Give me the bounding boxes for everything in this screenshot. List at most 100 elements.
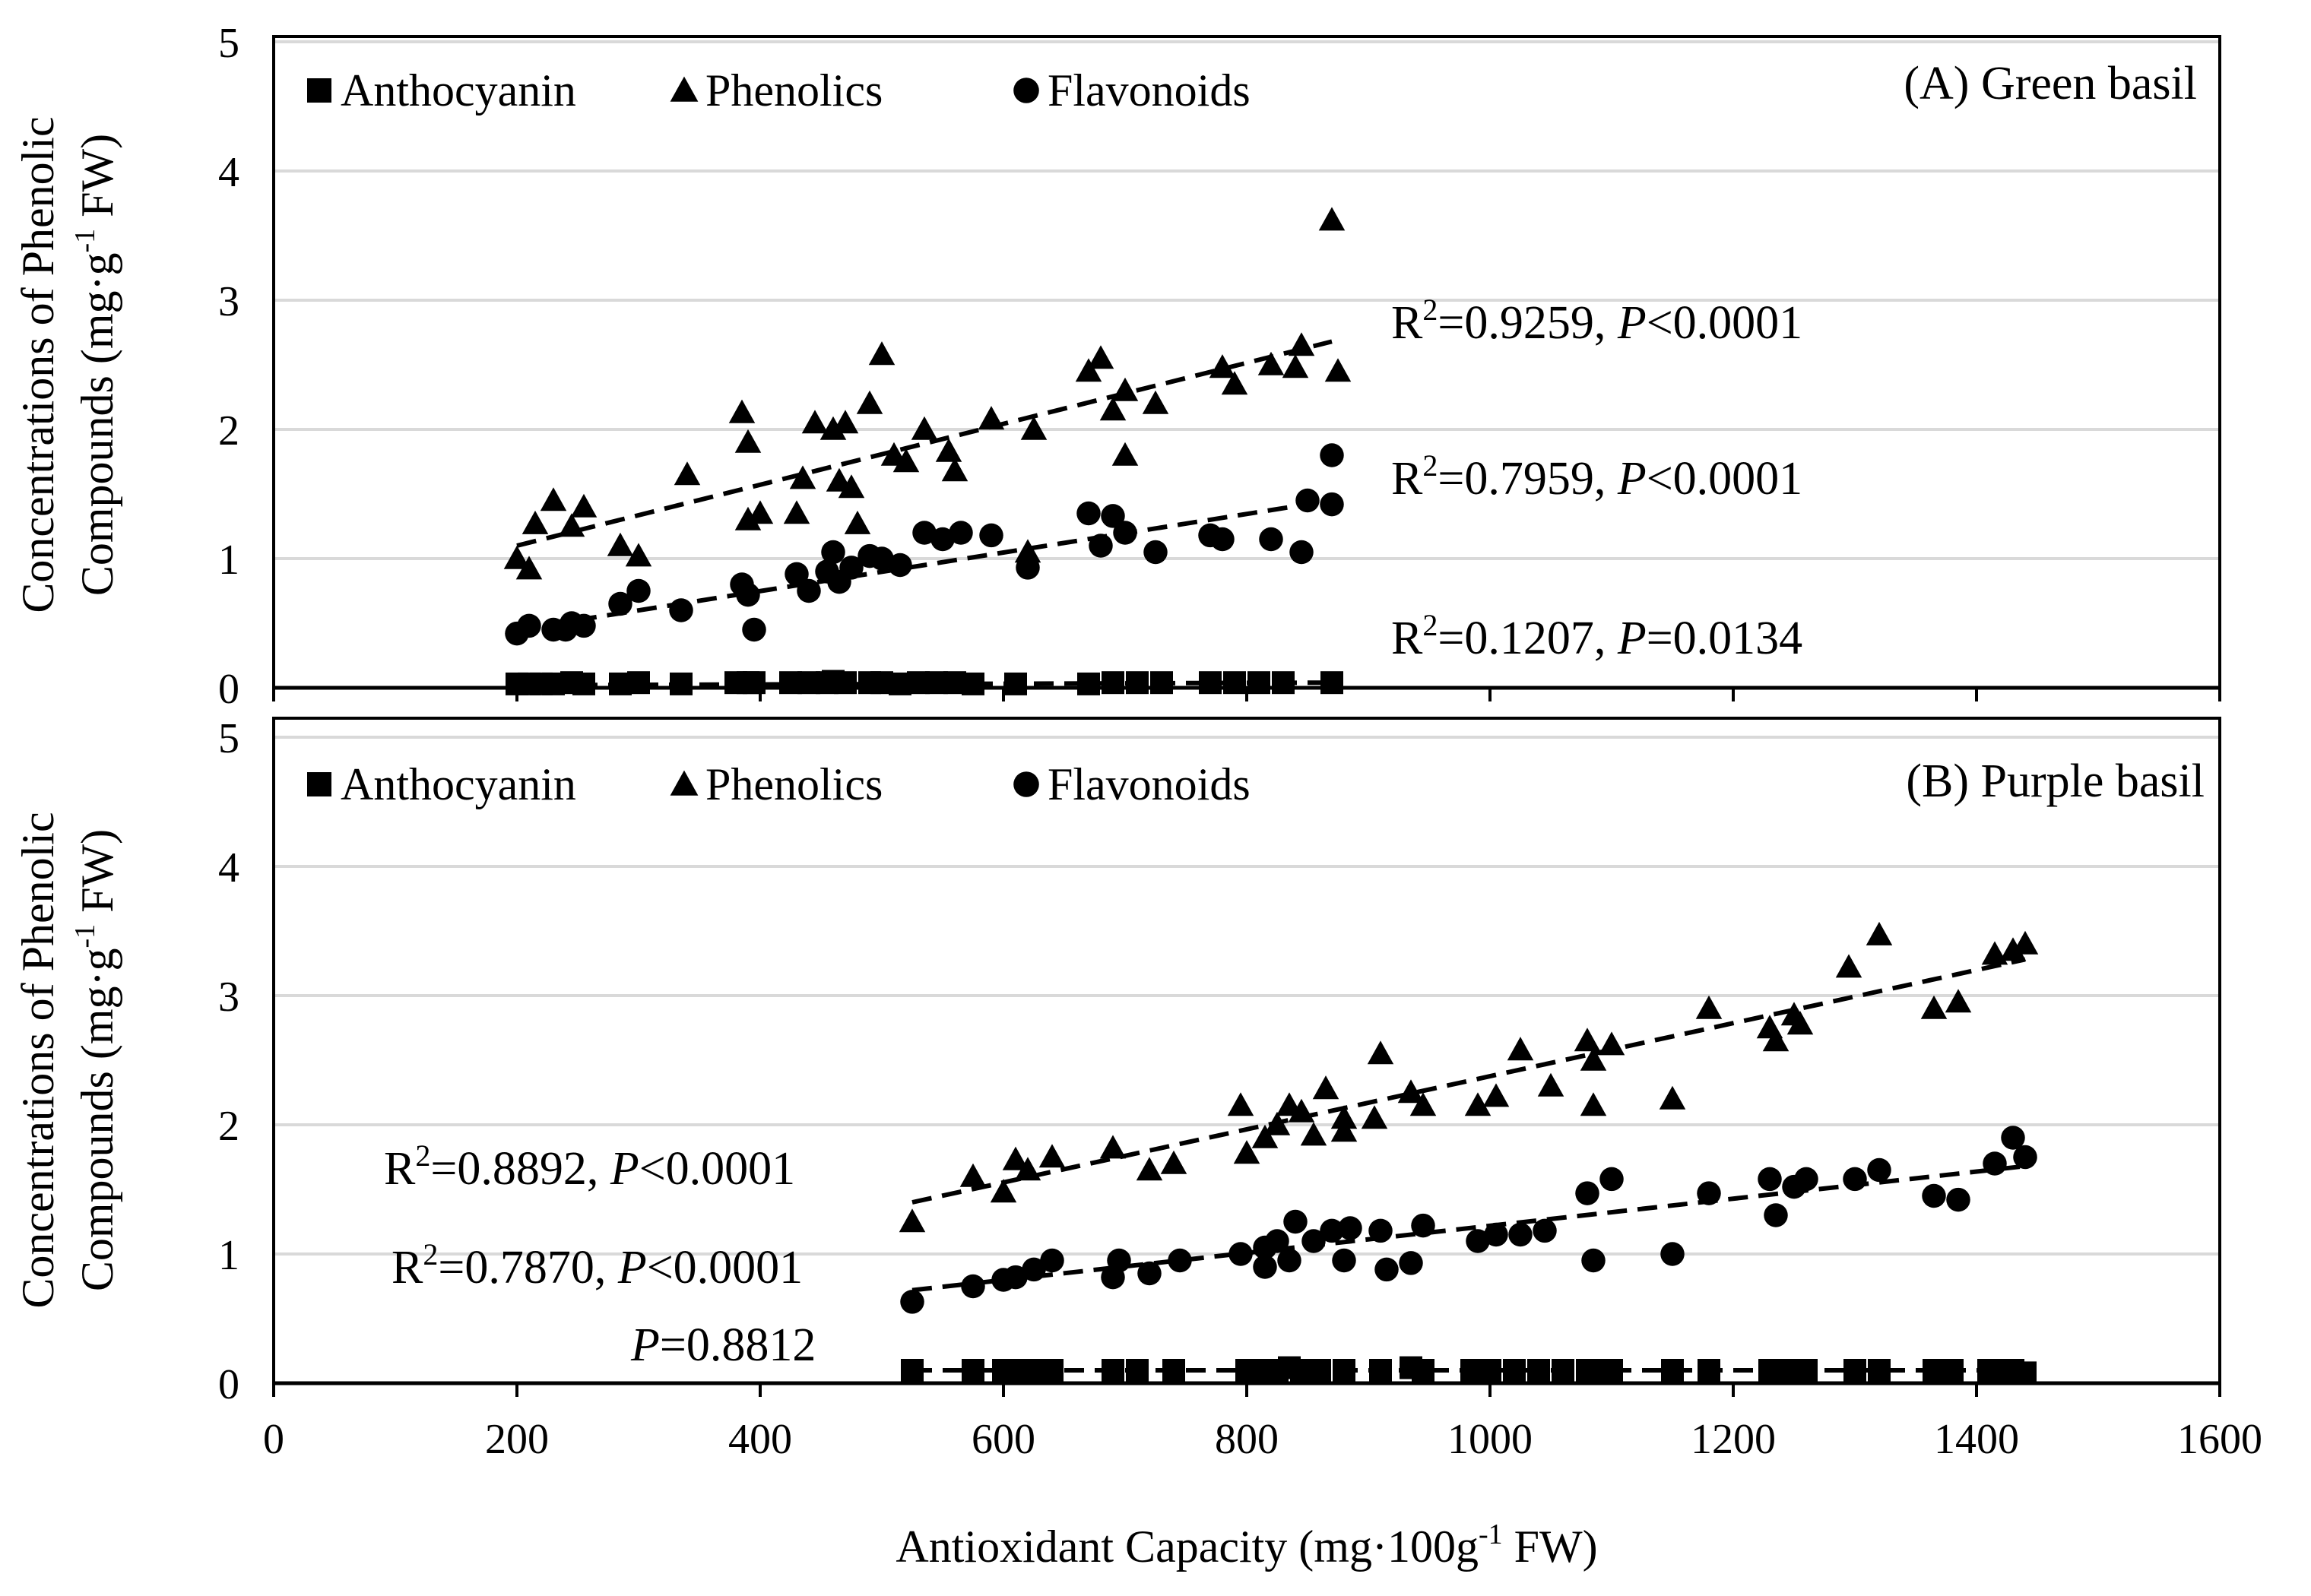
data-point-flavonoids — [1466, 1229, 1490, 1253]
data-point-anthocyanin — [1369, 1359, 1392, 1382]
trend-line-phenolics — [911, 957, 2026, 1205]
x-tick-label: 800 — [1215, 1416, 1279, 1463]
data-point-anthocyanin — [901, 1359, 924, 1382]
y-label-unit: g — [72, 948, 122, 971]
data-point-flavonoids — [1089, 534, 1113, 558]
data-point-phenolics — [856, 390, 883, 414]
y-label-line-2: Compounds (mg — [72, 290, 122, 596]
data-point-phenolics — [1282, 354, 1309, 378]
legend-marker-flavonoids — [1013, 771, 1039, 797]
regression-annotation: P=0.8812 — [630, 1319, 816, 1371]
p-value: <0.0001 — [1647, 453, 1802, 505]
data-point-anthocyanin — [962, 672, 984, 695]
x-tick-label: 1200 — [1691, 1416, 1776, 1463]
data-point-anthocyanin — [1077, 672, 1100, 695]
data-point-phenolics — [1142, 390, 1169, 414]
data-point-anthocyanin — [1661, 1359, 1684, 1382]
data-point-flavonoids — [1946, 1187, 1970, 1212]
data-point-phenolics — [747, 500, 774, 524]
data-point-anthocyanin — [627, 671, 650, 695]
data-point-anthocyanin — [572, 672, 595, 695]
panel-title: (B) Purple basil — [1906, 755, 2205, 807]
data-point-flavonoids — [572, 613, 596, 638]
data-point-anthocyanin — [1552, 1359, 1574, 1382]
legend-label-phenolics: Phenolics — [705, 65, 883, 116]
x-label-dot: · — [1372, 1522, 1387, 1572]
trend-line-flavonoids — [911, 1164, 2026, 1293]
data-point-anthocyanin — [1503, 1359, 1526, 1382]
data-point-anthocyanin — [670, 672, 693, 695]
data-point-flavonoids — [961, 1274, 985, 1299]
data-point-phenolics — [892, 448, 920, 473]
x-label-main: Antioxidant Capacity (mg — [896, 1522, 1372, 1572]
data-point-anthocyanin — [1162, 1359, 1185, 1382]
data-point-phenolics — [1361, 1105, 1388, 1129]
y-tick-label: 4 — [218, 149, 239, 196]
data-point-flavonoids — [1168, 1248, 1192, 1273]
data-point-phenolics — [1014, 1157, 1041, 1181]
r2-superscript: 2 — [1422, 608, 1438, 642]
legend-marker-phenolics — [670, 770, 699, 796]
data-point-phenolics — [935, 438, 962, 462]
p-label: P — [1617, 613, 1647, 664]
data-point-flavonoids — [797, 578, 821, 603]
data-point-flavonoids — [1320, 1218, 1344, 1243]
p-label: P — [610, 1143, 639, 1195]
y-label-end: FW) — [72, 134, 122, 229]
data-point-anthocyanin — [1795, 1359, 1818, 1382]
legend-label-anthocyanin: Anthocyanin — [341, 65, 576, 116]
p-label: P — [1617, 453, 1647, 505]
regression-annotation: R2=0.7959, P<0.0001 — [1391, 448, 1802, 505]
data-point-flavonoids — [1660, 1242, 1685, 1266]
data-point-flavonoids — [1867, 1157, 1891, 1183]
legend-label-anthocyanin: Anthocyanin — [341, 759, 576, 809]
data-point-anthocyanin — [1199, 671, 1222, 695]
data-point-flavonoids — [1076, 501, 1101, 526]
r2-value: =0.8892, — [430, 1143, 610, 1195]
trend-line-flavonoids — [516, 498, 1333, 632]
x-tick-label: 0 — [263, 1416, 284, 1463]
y-tick-label: 4 — [218, 844, 239, 891]
legend-marker-anthocyanin — [307, 78, 331, 103]
data-point-flavonoids — [949, 521, 973, 545]
data-point-phenolics — [1397, 1079, 1425, 1104]
y-label-line-1: Concentrations of Phenolic — [13, 116, 63, 613]
y-tick-label: 2 — [218, 1103, 239, 1150]
r2-label: R — [1391, 297, 1423, 349]
r2-value: =0.9259, — [1438, 297, 1617, 349]
data-point-flavonoids — [1697, 1181, 1721, 1205]
data-point-flavonoids — [1295, 488, 1320, 513]
data-point-flavonoids — [1374, 1257, 1399, 1282]
data-point-phenolics — [1300, 1122, 1327, 1146]
y-label-dot: · — [72, 971, 122, 986]
data-point-anthocyanin — [834, 671, 857, 695]
data-point-flavonoids — [785, 562, 809, 587]
data-point-phenolics — [1409, 1092, 1437, 1116]
data-point-anthocyanin — [1527, 1359, 1550, 1382]
legend-label-flavonoids: Flavonoids — [1048, 759, 1251, 809]
regression-annotation: R2=0.8892, P<0.0001 — [384, 1138, 795, 1195]
r2-superscript: 2 — [1422, 448, 1438, 483]
x-axis-label: Antioxidant Capacity (mg·100g-1 FW) — [896, 1518, 1597, 1572]
data-point-flavonoids — [1332, 1248, 1356, 1273]
data-point-phenolics — [1835, 954, 1862, 978]
y-tick-label: 0 — [218, 1361, 239, 1408]
data-point-phenolics — [1574, 1028, 1601, 1052]
data-point-phenolics — [1318, 207, 1346, 231]
data-point-flavonoids — [1983, 1151, 2007, 1176]
regression-annotation: R2=0.9259, P<0.0001 — [1391, 293, 1802, 349]
data-point-phenolics — [1324, 358, 1352, 382]
data-point-phenolics — [1002, 1146, 1029, 1170]
y-tick-label: 2 — [218, 407, 239, 454]
p-value: <0.0001 — [647, 1242, 803, 1294]
y-tick-label: 1 — [218, 1232, 239, 1279]
y-tick-label: 3 — [218, 974, 239, 1021]
data-point-phenolics — [558, 513, 585, 537]
data-point-flavonoids — [1581, 1248, 1606, 1273]
data-point-flavonoids — [1533, 1218, 1557, 1243]
data-point-anthocyanin — [1412, 1359, 1434, 1382]
data-point-phenolics — [844, 510, 871, 534]
data-point-phenolics — [941, 458, 968, 482]
data-point-flavonoids — [1411, 1213, 1435, 1238]
